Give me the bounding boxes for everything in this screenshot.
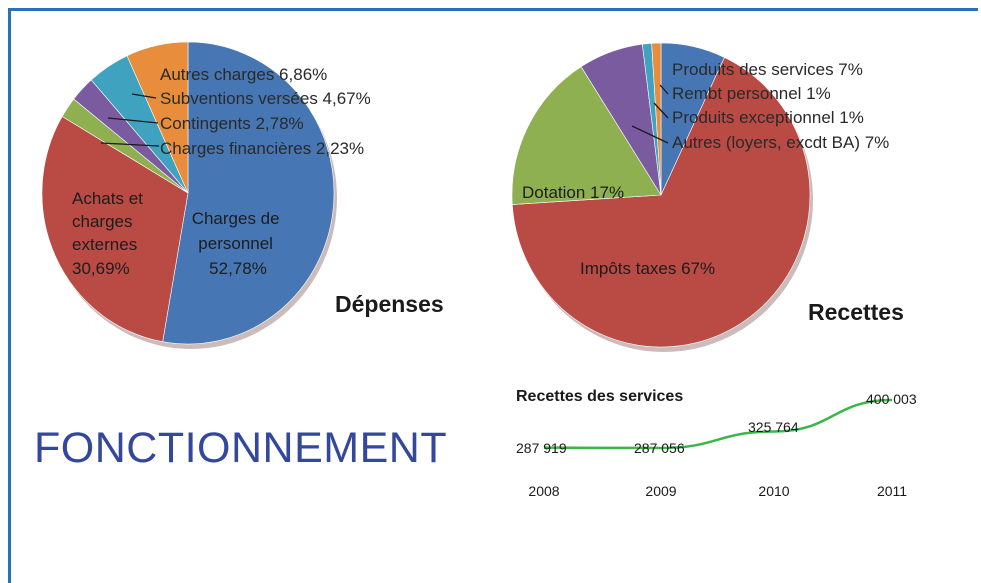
line-series bbox=[543, 398, 893, 450]
pie-recettes-title: Recettes bbox=[808, 299, 904, 325]
pie-recettes bbox=[511, 42, 813, 352]
leader-subventions bbox=[131, 93, 157, 99]
label-autres-loyers: Autres (loyers, excdt BA) 7% bbox=[672, 133, 889, 152]
label-produits-exceptionnel: Produits exceptionnel 1% bbox=[672, 108, 864, 127]
label-achats: Achats et charges externes 30,69% bbox=[72, 189, 148, 278]
recettes-slice-5 bbox=[651, 42, 662, 196]
leader-contingents bbox=[107, 117, 159, 124]
slide: Dépenses Autres charges 6,86% Subvention… bbox=[8, 8, 978, 583]
pie-recettes-leaders bbox=[631, 84, 669, 144]
year-label-2011: 2011 bbox=[877, 483, 907, 499]
leader-autres-loyers bbox=[631, 125, 669, 144]
leader-exceptionnel bbox=[653, 102, 669, 119]
label-produits-services: Produits des services 7% bbox=[672, 60, 863, 79]
label-autres-charges: Autres charges 6,86% bbox=[160, 65, 327, 84]
year-label-2010: 2010 bbox=[758, 483, 789, 499]
label-dotation: Dotation 17% bbox=[522, 183, 624, 202]
label-rembt-personnel: Rembt personnel 1% bbox=[672, 84, 831, 103]
data-label-2011: 400 003 bbox=[866, 391, 917, 407]
year-label-2008: 2008 bbox=[528, 483, 559, 499]
pie-depenses-leaders bbox=[100, 93, 160, 147]
label-impots-taxes: Impôts taxes 67% bbox=[580, 259, 715, 278]
slide-frame bbox=[8, 8, 978, 583]
pie-depenses-title: Dépenses bbox=[335, 291, 444, 317]
depenses-slice-5 bbox=[126, 41, 189, 194]
line-chart-title: Recettes des services bbox=[516, 388, 683, 405]
label-charges-financieres: Charges financières 2,23% bbox=[160, 139, 364, 158]
depenses-slice-1 bbox=[41, 116, 189, 343]
leader-rembt bbox=[659, 84, 669, 95]
label-charges-personnel: Charges de personnel 52,78% bbox=[192, 209, 285, 278]
pie-depenses bbox=[41, 41, 337, 349]
leader-financieres bbox=[100, 142, 160, 147]
depenses-slice-0 bbox=[162, 41, 335, 345]
section-heading: FONCTIONNEMENT bbox=[34, 424, 448, 472]
data-label-2010: 325 764 bbox=[748, 419, 799, 435]
label-contingents: Contingents 2,78% bbox=[160, 114, 304, 133]
recettes-slice-1 bbox=[511, 57, 811, 348]
data-label-2008: 287 919 bbox=[516, 440, 567, 456]
recettes-slice-2 bbox=[511, 66, 662, 205]
data-label-2009: 287 056 bbox=[634, 440, 685, 456]
line-recettes-services: 287 919 287 056 325 764 400 003 2008 2009 2010… bbox=[516, 391, 917, 499]
label-subventions: Subventions versées 4,67% bbox=[160, 89, 371, 108]
charts-canvas: Dépenses Autres charges 6,86% Subvention… bbox=[41, 41, 917, 499]
year-label-2009: 2009 bbox=[645, 483, 676, 499]
